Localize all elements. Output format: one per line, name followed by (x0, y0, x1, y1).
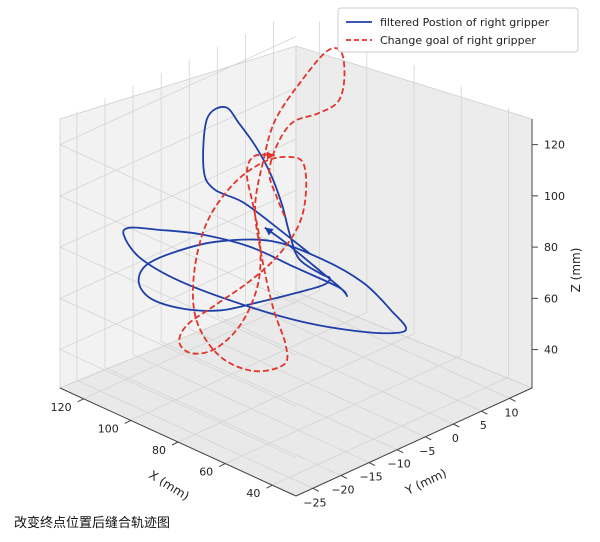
x-tick-mark (171, 441, 179, 446)
legend-box (337, 7, 579, 53)
z-grid-line (59, 297, 297, 407)
y-tick-label: 0 (452, 432, 459, 445)
y-grid-line (132, 354, 370, 463)
z-grid-line (59, 138, 297, 248)
z-tick-label: 100 (544, 190, 565, 203)
legend-label-filtered: filtered Postion of right gripper (380, 16, 550, 29)
legend: filtered Postion of right gripper Change… (337, 7, 579, 53)
legend-label-goal: Change goal of right gripper (380, 34, 536, 47)
y-tick-label: 5 (480, 419, 487, 432)
y-tick-label: −20 (331, 483, 354, 496)
grid-lines (59, 21, 510, 489)
z-grid-line (59, 36, 297, 145)
z-grid-line (59, 195, 297, 305)
y-tick-mark (396, 449, 404, 454)
y-tick-label: −25 (303, 496, 326, 509)
y-grid-line (160, 341, 398, 451)
y-tick-label: −5 (419, 445, 435, 458)
y-grid-line (104, 367, 342, 476)
z-grid-line (59, 241, 297, 350)
y-tick-mark (509, 397, 516, 402)
z-grid-line (59, 349, 297, 458)
x-tick-mark (266, 484, 273, 489)
axis-ticks: 40 60 80 100 120 −25 −20 −15 −10 −5 0 5 10 40 60 80 100 1… (51, 139, 565, 510)
x-grid-line (177, 333, 415, 443)
x-tick-label: 120 (51, 401, 72, 414)
z-grid-line (59, 87, 297, 197)
series-change-goal-arrow (266, 151, 275, 160)
z-grid-line (59, 144, 297, 253)
figure-caption: 改变终点位置后缝合轨迹图 (14, 516, 171, 531)
y-grid-line (217, 315, 454, 425)
y-tick-mark (312, 487, 320, 492)
x-grid-line (83, 290, 320, 400)
series-filtered-position-arrow (264, 227, 274, 236)
x-tick-mark (77, 398, 84, 403)
z-grid-line (59, 246, 297, 356)
x-axis-label: X (mm) (146, 468, 191, 504)
x-tick-mark (124, 419, 132, 424)
y-tick-mark (368, 462, 376, 467)
series-change-goal-line (178, 47, 346, 373)
y-tick-label: −10 (388, 458, 411, 471)
z-tick-label: 40 (544, 344, 558, 357)
x-tick-label: 60 (199, 466, 213, 479)
x-tick-label: 100 (98, 422, 119, 435)
y-tick-mark (340, 474, 348, 479)
z-axis-label: Z (mm) (569, 248, 583, 293)
y-tick-mark (453, 423, 460, 428)
trajectory-traces (122, 47, 408, 373)
y-tick-mark (425, 436, 432, 441)
z-tick-label: 80 (544, 241, 558, 254)
y-tick-label: 10 (505, 406, 519, 419)
y-grid-line (189, 328, 426, 438)
x-grid-line (272, 376, 509, 486)
y-tick-mark (481, 410, 488, 415)
x-tick-label: 40 (246, 487, 260, 500)
z-grid-line (59, 189, 297, 299)
x-tick-label: 80 (152, 444, 166, 457)
x-grid-line (225, 355, 462, 464)
x-tick-mark (218, 463, 226, 468)
trajectory-3d-plot: 40 60 80 100 120 −25 −20 −15 −10 −5 0 5 10 40 60 80 100 1… (51, 7, 583, 510)
y-grid-line (76, 379, 314, 489)
y-tick-label: −15 (359, 471, 382, 484)
z-tick-label: 120 (544, 139, 565, 152)
y-grid-line (245, 302, 482, 412)
z-tick-label: 60 (544, 292, 558, 305)
x-grid-line (130, 312, 367, 421)
axes-panes (58, 45, 534, 497)
y-grid-line (273, 289, 510, 399)
